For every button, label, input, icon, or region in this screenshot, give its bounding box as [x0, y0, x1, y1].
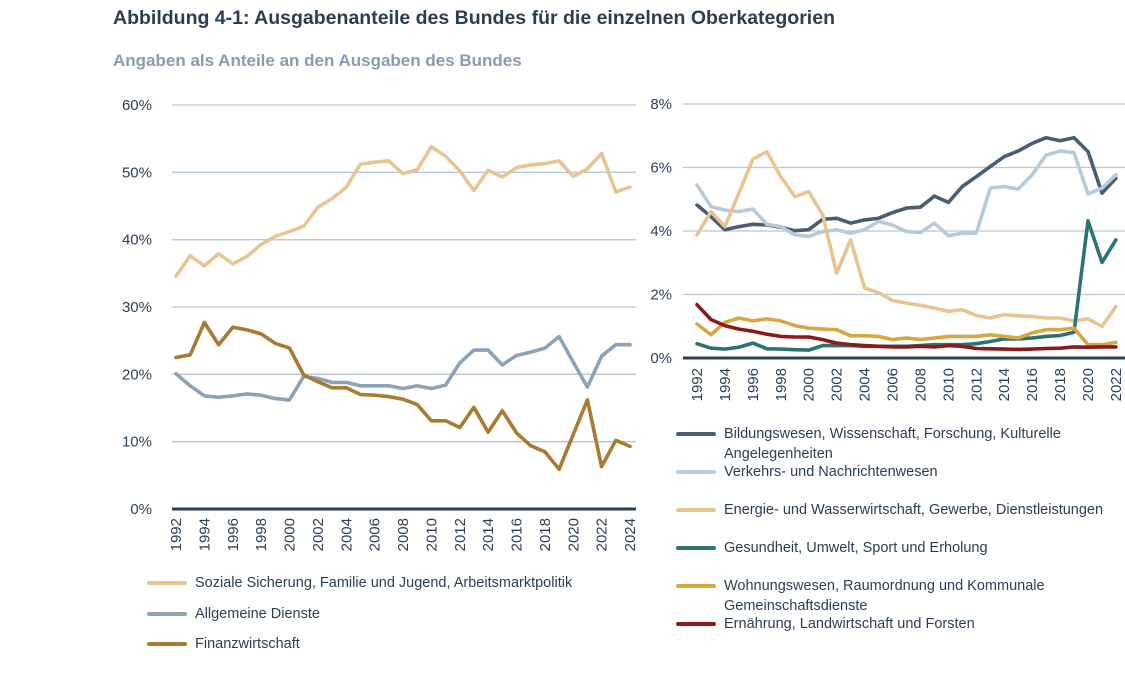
x-tick-label: 2004: [338, 518, 355, 551]
figure-title: Abbildung 4-1: Ausgabenanteile des Bunde…: [113, 7, 835, 29]
x-tick-label: 2022: [1108, 368, 1125, 401]
series-line-6: [695, 302, 1118, 352]
x-tick-label: 2014: [996, 368, 1013, 401]
legend-swatch: [147, 642, 187, 646]
legend-label: Verkehrs- und Nachrichtenwesen: [724, 464, 938, 480]
legend-swatch: [676, 470, 716, 474]
legend-swatch: [147, 612, 187, 616]
legend-label: Ernährung, Landwirtschaft und Forsten: [724, 616, 975, 632]
x-tick-label: 2020: [565, 518, 582, 551]
x-tick-label: 2008: [395, 518, 412, 551]
x-tick-label: 2002: [829, 368, 846, 401]
x-tick-label: 1998: [773, 368, 790, 401]
x-tick-label: 2004: [857, 368, 874, 401]
legend-swatch: [676, 584, 716, 588]
y-tick-label: 20%: [122, 366, 152, 383]
legend-swatch: [676, 622, 716, 626]
x-tick-label: 1996: [745, 368, 762, 401]
series-line-1: [174, 144, 632, 278]
y-tick-label: 40%: [122, 232, 152, 249]
x-tick-label: 2006: [885, 368, 902, 401]
x-tick-label: 2008: [912, 368, 929, 401]
y-tick-label: 6%: [650, 160, 672, 177]
series-line-3: [174, 320, 632, 472]
legend-swatch: [676, 546, 716, 550]
y-tick-label: 60%: [122, 97, 152, 114]
y-tick-label: 2%: [650, 287, 672, 304]
x-tick-label: 1998: [253, 518, 270, 551]
y-tick-label: 0%: [650, 350, 672, 367]
legend-label: Gesundheit, Umwelt, Sport und Erholung: [724, 540, 988, 556]
y-tick-label: 8%: [650, 96, 672, 113]
series-line-2: [174, 334, 632, 402]
x-tick-label: 2020: [1080, 368, 1097, 401]
series-line-3: [695, 149, 1118, 329]
x-tick-label: 2000: [282, 518, 299, 551]
x-tick-label: 2016: [1024, 368, 1041, 401]
y-tick-label: 30%: [122, 299, 152, 316]
legend-label: Soziale Sicherung, Familie und Jugend, A…: [195, 575, 573, 591]
x-tick-label: 2016: [509, 518, 526, 551]
x-tick-label: 1992: [168, 518, 185, 551]
y-tick-label: 50%: [122, 164, 152, 181]
x-tick-label: 2010: [423, 518, 440, 551]
x-tick-label: 1996: [225, 518, 242, 551]
figure-subtitle: Angaben als Anteile an den Ausgaben des …: [113, 51, 522, 70]
series-line-2: [695, 149, 1118, 239]
legend-label: Wohnungswesen, Raumordnung und Kommunale…: [724, 578, 1045, 614]
x-tick-label: 2012: [968, 368, 985, 401]
x-tick-label: 2024: [622, 518, 639, 551]
left-chart: 0% 10% 20% 30% 40% 50% 60% 1992 1994 1996 1998 2000…: [122, 97, 639, 551]
x-tick-label: 2014: [480, 518, 497, 551]
x-tick-label: 2018: [1052, 368, 1069, 401]
right-chart: 0% 2% 4% 6% 8% 1992 1994 1996 1998 2000 2002 2004 20…: [650, 96, 1125, 401]
legend-label: Bildungswesen, Wissenschaft, Forschung, …: [724, 426, 1061, 462]
x-tick-label: 1994: [717, 368, 734, 401]
legend-label: Allgemeine Dienste: [195, 606, 320, 622]
x-tick-label: 2022: [594, 518, 611, 551]
legend-label: Finanzwirtschaft: [195, 636, 300, 652]
y-tick-label: 4%: [650, 223, 672, 240]
x-tick-label: 2006: [367, 518, 384, 551]
x-tick-label: 2010: [940, 368, 957, 401]
x-tick-label: 2002: [310, 518, 327, 551]
x-tick-label: 2000: [801, 368, 818, 401]
series-line-5: [695, 316, 1118, 347]
x-tick-label: 2012: [452, 518, 469, 551]
legend-swatch: [676, 432, 716, 436]
legend-swatch: [676, 508, 716, 512]
y-tick-label: 10%: [122, 434, 152, 451]
y-tick-label: 0%: [130, 501, 152, 518]
legend-label: Energie- und Wasserwirtschaft, Gewerbe, …: [724, 502, 1104, 518]
x-tick-label: 1992: [689, 368, 706, 401]
x-tick-label: 1994: [196, 518, 213, 551]
legend-swatch: [147, 581, 187, 585]
x-tick-label: 2018: [537, 518, 554, 551]
